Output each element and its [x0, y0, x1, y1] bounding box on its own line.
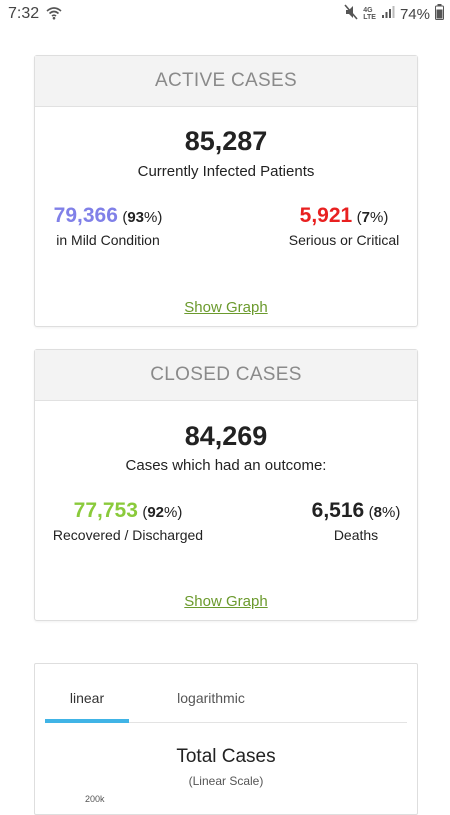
- active-show-graph-link[interactable]: Show Graph: [184, 299, 268, 316]
- network-type: 4G LTE: [363, 7, 376, 21]
- tab-linear[interactable]: linear: [69, 690, 105, 706]
- recovered-label: Recovered / Discharged: [52, 527, 204, 543]
- status-bar: 7:32 4G LTE 74%: [0, 0, 450, 28]
- mild-value: 79,366: [53, 204, 118, 227]
- tab-logarithmic[interactable]: logarithmic: [177, 690, 245, 706]
- recovered-value: 77,753: [73, 499, 138, 522]
- serious-value: 5,921: [299, 204, 353, 227]
- battery-icon: [435, 3, 444, 25]
- signal-icon: [381, 5, 395, 24]
- mild-stat: 79,366 (93%) in Mild Condition: [43, 204, 173, 248]
- recovered-pct: (92%): [142, 504, 183, 521]
- deaths-label: Deaths: [333, 527, 379, 543]
- serious-stat: 5,921 (7%) Serious or Critical: [279, 204, 409, 248]
- battery-percent: 74%: [399, 5, 430, 23]
- closed-cases-card: CLOSED CASES 84,269 Cases which had an o…: [34, 349, 418, 621]
- mild-label: in Mild Condition: [56, 232, 160, 248]
- active-cases-card: ACTIVE CASES 85,287 Currently Infected P…: [34, 55, 418, 327]
- status-right: 4G LTE 74%: [344, 3, 444, 25]
- status-time: 7:32: [8, 5, 40, 22]
- closed-show-graph-link[interactable]: Show Graph: [184, 593, 268, 610]
- mute-icon: [344, 3, 358, 25]
- active-tab-indicator: [45, 719, 129, 723]
- y-axis-tick: 200k: [85, 794, 105, 804]
- active-total: 85,287: [184, 126, 268, 156]
- deaths-value: 6,516: [311, 499, 365, 522]
- serious-label: Serious or Critical: [288, 232, 400, 248]
- serious-pct: (7%): [356, 209, 389, 226]
- scale-tabs: linear logarithmic: [45, 678, 407, 723]
- closed-total-label: Cases which had an outcome:: [125, 457, 327, 474]
- chart-title: Total Cases: [176, 746, 276, 767]
- recovered-stat: 77,753 (92%) Recovered / Discharged: [43, 499, 213, 543]
- closed-total: 84,269: [184, 421, 268, 451]
- wifi-icon: [46, 6, 62, 25]
- active-cases-title: ACTIVE CASES: [35, 56, 417, 107]
- chart-card: linear logarithmic Total Cases (Linear S…: [34, 663, 418, 815]
- deaths-stat: 6,516 (8%) Deaths: [297, 499, 415, 543]
- deaths-pct: (8%): [368, 504, 401, 521]
- active-total-label: Currently Infected Patients: [137, 163, 315, 180]
- closed-cases-title: CLOSED CASES: [35, 350, 417, 401]
- mild-pct: (93%): [122, 209, 163, 226]
- chart-subtitle: (Linear Scale): [188, 774, 264, 788]
